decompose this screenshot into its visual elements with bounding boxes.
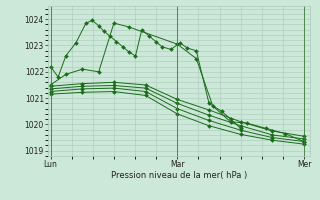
X-axis label: Pression niveau de la mer( hPa ): Pression niveau de la mer( hPa ) [111,171,247,180]
